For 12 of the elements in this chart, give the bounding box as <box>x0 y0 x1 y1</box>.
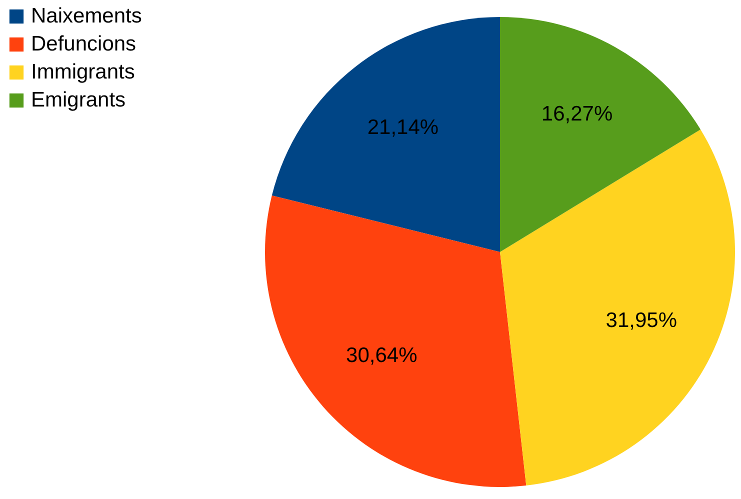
legend-label: Defuncions <box>31 32 136 56</box>
legend-label: Naixements <box>31 4 142 28</box>
pie-slice <box>272 17 500 252</box>
data-label: 21,14% <box>367 116 439 140</box>
data-label: 30,64% <box>346 344 418 367</box>
legend-label: Emigrants <box>31 88 126 112</box>
pie-slice <box>265 196 526 487</box>
pie-slice <box>500 17 701 252</box>
pie-slice <box>500 129 735 486</box>
data-label: 31,95% <box>606 309 678 332</box>
data-label: 16,27% <box>541 102 613 126</box>
legend-label: Immigrants <box>31 60 135 84</box>
